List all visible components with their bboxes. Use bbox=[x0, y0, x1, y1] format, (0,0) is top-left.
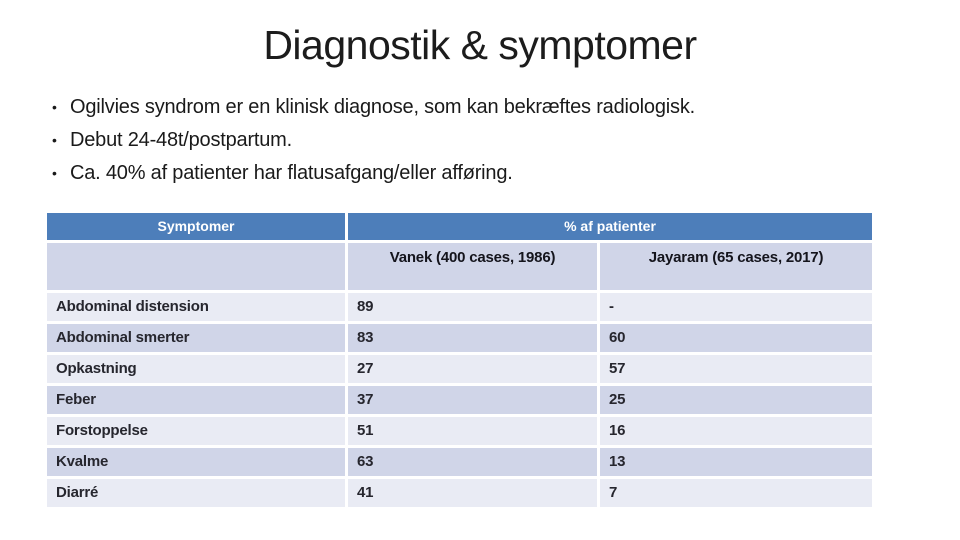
bullet-text: Ca. 40% af patienter har flatusafgang/el… bbox=[70, 162, 513, 184]
bullet-text: Debut 24-48t/postpartum. bbox=[70, 129, 292, 151]
bullet-list: • Ogilvies syndrom er en klinisk diagnose… bbox=[52, 91, 695, 190]
bullet-item: • Ogilvies syndrom er en klinisk diagnose… bbox=[52, 91, 695, 124]
jayaram-value-cell: 7 bbox=[600, 479, 872, 507]
jayaram-value-cell: 57 bbox=[600, 355, 872, 383]
vanek-value-cell: 37 bbox=[348, 386, 597, 414]
symptom-cell: Abdominal distension bbox=[47, 293, 345, 321]
slide-title: Diagnostik & symptomer bbox=[263, 22, 697, 68]
bullet-icon: • bbox=[52, 132, 57, 148]
jayaram-value-cell: - bbox=[600, 293, 872, 321]
jayaram-value-cell: 13 bbox=[600, 448, 872, 476]
bullet-text: Ogilvies syndrom er en klinisk diagnose,… bbox=[70, 96, 695, 118]
table-header-percent: % af patienter bbox=[348, 213, 872, 240]
symptom-cell: Abdominal smerter bbox=[47, 324, 345, 352]
jayaram-value-cell: 60 bbox=[600, 324, 872, 352]
jayaram-value-cell: 25 bbox=[600, 386, 872, 414]
symptom-table: Symptomer % af patienter Vanek (400 case… bbox=[47, 213, 872, 507]
vanek-value-cell: 41 bbox=[348, 479, 597, 507]
bullet-icon: • bbox=[52, 165, 57, 181]
jayaram-value-cell: 16 bbox=[600, 417, 872, 445]
symptom-cell: Forstoppelse bbox=[47, 417, 345, 445]
bullet-icon: • bbox=[52, 99, 57, 115]
table-header-symptomer: Symptomer bbox=[47, 213, 345, 240]
bullet-item: • Debut 24-48t/postpartum. bbox=[52, 124, 695, 157]
symptom-cell: Feber bbox=[47, 386, 345, 414]
bullet-item: • Ca. 40% af patienter har flatusafgang/e… bbox=[52, 157, 695, 190]
symptom-cell: Diarré bbox=[47, 479, 345, 507]
vanek-value-cell: 27 bbox=[348, 355, 597, 383]
subheader-empty-cell bbox=[47, 243, 345, 290]
subheader-vanek: Vanek (400 cases, 1986) bbox=[348, 243, 597, 290]
symptom-cell: Kvalme bbox=[47, 448, 345, 476]
vanek-value-cell: 83 bbox=[348, 324, 597, 352]
vanek-value-cell: 63 bbox=[348, 448, 597, 476]
vanek-value-cell: 51 bbox=[348, 417, 597, 445]
symptom-cell: Opkastning bbox=[47, 355, 345, 383]
vanek-value-cell: 89 bbox=[348, 293, 597, 321]
subheader-jayaram: Jayaram (65 cases, 2017) bbox=[600, 243, 872, 290]
